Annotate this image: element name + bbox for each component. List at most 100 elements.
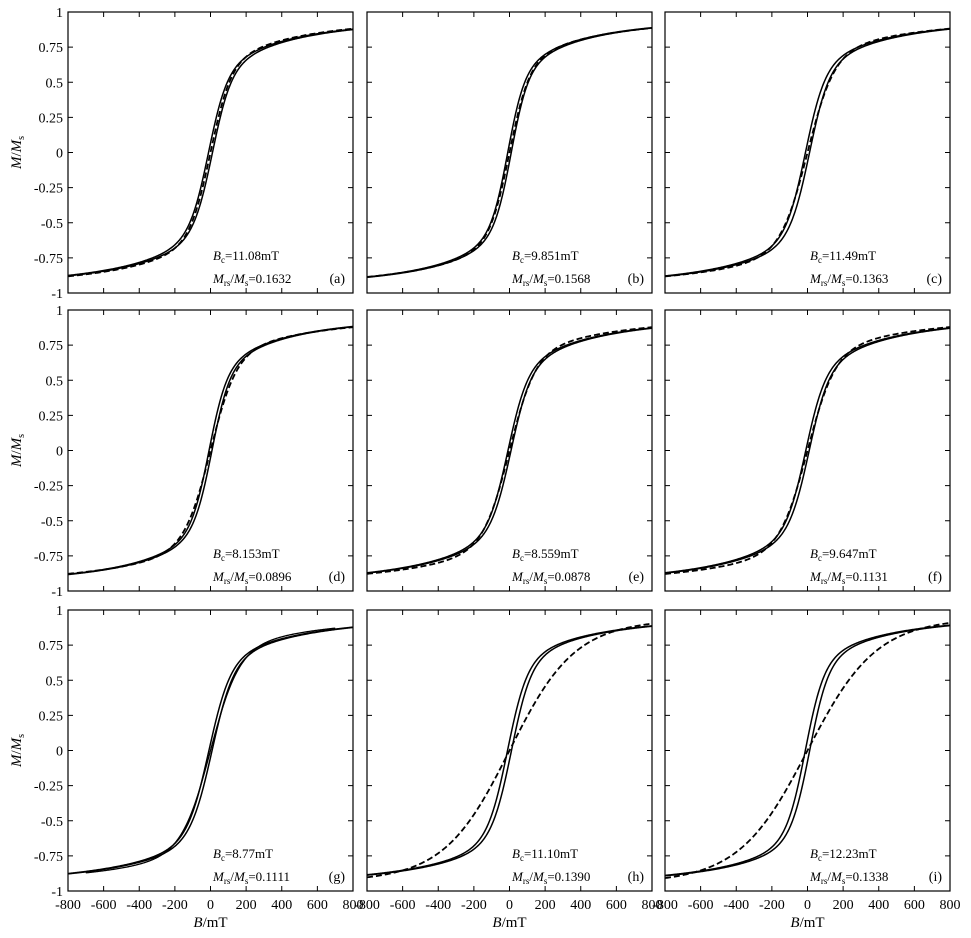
induced-curve <box>366 27 653 278</box>
remanence-ratio-annotation: Mrs/Ms=0.0896 <box>212 569 292 586</box>
hysteresis-lower-branch <box>67 626 354 875</box>
plot-frame <box>366 309 653 592</box>
remanence-ratio-annotation: Mrs/Ms=0.1111 <box>212 869 290 886</box>
induced-curve <box>664 326 951 575</box>
panel-label: (e) <box>628 570 644 585</box>
y-tick-label: 0.75 <box>39 639 64 654</box>
y-tick-label: -0.75 <box>34 550 63 565</box>
remanence-ratio-annotation: Mrs/Ms=0.1568 <box>511 271 590 288</box>
induced-curve <box>664 27 951 278</box>
coercivity-annotation: Bc=12.23mT <box>810 846 877 863</box>
plot-frame <box>664 309 951 592</box>
panel-e: Bc=8.559mT Mrs/Ms=0.0878 (e) <box>366 309 653 592</box>
y-tick-label: 0 <box>56 147 63 162</box>
induced-curve <box>85 627 336 874</box>
x-tick-label: 600 <box>904 898 925 913</box>
x-tick-label: -200 <box>759 898 785 913</box>
y-tick-label: 0.25 <box>39 111 64 126</box>
coercivity-annotation: Bc=9.851mT <box>512 248 579 265</box>
hysteresis-upper-branch <box>664 327 951 574</box>
y-tick-label: 0.25 <box>39 409 64 424</box>
y-tick-label: -0.75 <box>34 252 63 267</box>
y-tick-label: 1 <box>56 304 63 319</box>
x-tick-label: 800 <box>642 898 663 913</box>
induced-curve <box>664 622 951 879</box>
x-tick-label: -600 <box>688 898 714 913</box>
panel-d: -1 -0.75 -0.5 -0.25 0 0.25 0.5 0.75 1 Bc=8.153mT M… <box>9 304 354 600</box>
hysteresis-lower-branch <box>366 625 653 876</box>
x-tick-label: 200 <box>535 898 556 913</box>
y-tick-label: -0.25 <box>34 182 63 197</box>
y-tick-label: 1 <box>56 604 63 619</box>
x-tick-label: -800 <box>55 898 81 913</box>
induced-curve <box>67 27 354 278</box>
remanence-ratio-annotation: Mrs/Ms=0.1363 <box>809 271 888 288</box>
panel-label: (f) <box>928 570 942 585</box>
panel-label: (h) <box>628 870 645 885</box>
x-tick-label: 200 <box>236 898 257 913</box>
hysteresis-lower-branch <box>366 327 653 574</box>
panel-label: (a) <box>329 272 345 287</box>
plot-frame <box>67 309 354 592</box>
remanence-ratio-annotation: Mrs/Ms=0.1390 <box>511 869 590 886</box>
y-axis-title: M/Ms <box>9 136 27 170</box>
x-tick-label: -400 <box>126 898 152 913</box>
hysteresis-lower-branch <box>67 28 354 277</box>
y-tick-label: 0.5 <box>46 374 64 389</box>
hysteresis-lower-branch <box>664 624 951 877</box>
y-tick-label: 0.75 <box>39 41 64 56</box>
x-tick-label: 600 <box>307 898 328 913</box>
hysteresis-upper-branch <box>664 28 951 278</box>
y-tick-label: -1 <box>51 287 63 302</box>
panel-c: Bc=11.49mT Mrs/Ms=0.1363 (c) <box>664 11 951 294</box>
x-tick-label: 400 <box>271 898 292 913</box>
x-tick-label: -400 <box>425 898 451 913</box>
panel-b: Bc=9.851mT Mrs/Ms=0.1568 (b) <box>366 11 653 294</box>
coercivity-annotation: Bc=8.153mT <box>213 546 280 563</box>
panel-label: (b) <box>628 272 645 287</box>
x-tick-label: 0 <box>207 898 214 913</box>
remanence-ratio-annotation: Mrs/Ms=0.1632 <box>212 271 291 288</box>
panel-label: (d) <box>329 570 346 585</box>
panel-label: (g) <box>329 870 346 885</box>
hysteresis-upper-branch <box>664 624 951 877</box>
induced-curve <box>67 326 354 575</box>
panel-g: -1 -0.75 -0.5 -0.25 0 0.25 0.5 0.75 1 -800 -600 -40… <box>9 604 364 931</box>
x-axis-title: B/mT <box>193 915 227 931</box>
x-tick-label: -600 <box>390 898 416 913</box>
y-axis-title: M/Ms <box>9 734 27 768</box>
x-tick-label: 200 <box>833 898 854 913</box>
coercivity-annotation: Bc=9.647mT <box>810 546 877 563</box>
panel-h: -800 -600 -400 -200 0 200 400 600 800 Bc=11.10mT M… <box>354 609 663 931</box>
panel-a: -1 -0.75 -0.5 -0.25 0 0.25 0.5 0.75 1 Bc=11.08mT M… <box>9 6 354 302</box>
hysteresis-lower-branch <box>664 27 951 277</box>
y-tick-label: -0.75 <box>34 850 63 865</box>
x-tick-label: 800 <box>343 898 364 913</box>
hysteresis-lower-branch <box>67 325 354 575</box>
x-tick-label: -200 <box>162 898 188 913</box>
x-tick-label: 400 <box>868 898 889 913</box>
y-tick-label: -1 <box>51 585 63 600</box>
x-axis-title: B/mT <box>790 915 824 931</box>
y-tick-label: 0.25 <box>39 709 64 724</box>
coercivity-annotation: Bc=8.77mT <box>213 846 273 863</box>
x-tick-label: 400 <box>570 898 591 913</box>
y-tick-label: -1 <box>51 885 63 900</box>
x-tick-label: 800 <box>940 898 961 913</box>
y-tick-label: 1 <box>56 6 63 21</box>
y-tick-label: -0.25 <box>34 780 63 795</box>
coercivity-annotation: Bc=11.49mT <box>810 248 876 265</box>
y-tick-label: -0.5 <box>41 515 63 530</box>
remanence-ratio-annotation: Mrs/Ms=0.1131 <box>809 569 888 586</box>
y-axis-title: M/Ms <box>9 434 27 468</box>
coercivity-annotation: Bc=11.08mT <box>213 248 279 265</box>
y-tick-label: 0.5 <box>46 76 64 91</box>
x-tick-label: -200 <box>461 898 487 913</box>
y-tick-label: -0.5 <box>41 217 63 232</box>
y-tick-label: -0.25 <box>34 480 63 495</box>
y-tick-label: 0.75 <box>39 339 64 354</box>
panel-label: (i) <box>929 870 943 885</box>
hysteresis-upper-branch <box>67 28 354 277</box>
x-tick-label: -400 <box>723 898 749 913</box>
